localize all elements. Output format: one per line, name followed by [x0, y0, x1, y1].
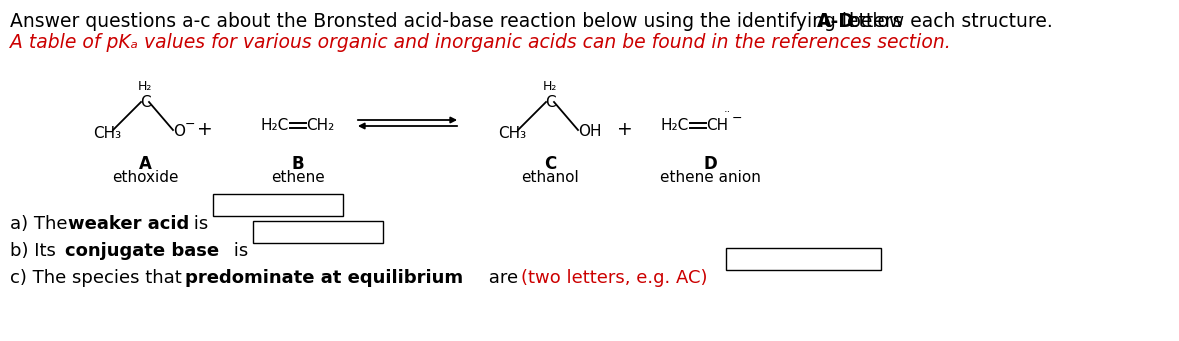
Text: below each structure.: below each structure.	[843, 12, 1053, 31]
Text: OH: OH	[578, 124, 601, 139]
Text: H₂C: H₂C	[261, 118, 288, 133]
Text: ethoxide: ethoxide	[112, 170, 178, 185]
Bar	[726, 248, 881, 270]
Text: −: −	[732, 112, 743, 125]
Bar	[213, 194, 343, 216]
Text: ethene anion: ethene anion	[659, 170, 760, 185]
Text: c) The species that: c) The species that	[9, 269, 187, 287]
Bar	[253, 221, 383, 243]
Text: is: is	[187, 215, 209, 233]
Text: A-D: A-D	[817, 12, 855, 31]
Text: a) The: a) The	[9, 215, 73, 233]
Text: CH₂: CH₂	[307, 118, 335, 133]
Text: O: O	[173, 124, 185, 139]
Text: ethanol: ethanol	[521, 170, 579, 185]
Text: weaker acid: weaker acid	[68, 215, 190, 233]
Text: D: D	[703, 155, 717, 173]
Text: conjugate base: conjugate base	[65, 242, 219, 260]
Text: B: B	[291, 155, 304, 173]
Text: predominate at equilibrium: predominate at equilibrium	[185, 269, 463, 287]
Text: H₂: H₂	[138, 80, 152, 93]
Text: +: +	[197, 120, 213, 139]
Text: ··: ··	[724, 107, 731, 117]
Text: H₂C: H₂C	[660, 118, 689, 133]
Text: CH: CH	[706, 118, 729, 133]
Text: (two letters, e.g. AC): (two letters, e.g. AC)	[521, 269, 707, 287]
Text: H₂: H₂	[542, 80, 558, 93]
Text: C: C	[139, 95, 150, 110]
Text: A table of pKₐ values for various organic and inorganic acids can be found in th: A table of pKₐ values for various organi…	[9, 33, 950, 52]
Text: CH₃: CH₃	[498, 126, 526, 141]
Text: −: −	[185, 118, 196, 131]
Text: A: A	[139, 155, 151, 173]
Text: is: is	[228, 242, 249, 260]
Text: b) Its: b) Its	[9, 242, 61, 260]
Text: C: C	[545, 95, 555, 110]
Text: Answer questions a-c about the Bronsted acid-base reaction below using the ident: Answer questions a-c about the Bronsted …	[9, 12, 909, 31]
Text: C: C	[544, 155, 556, 173]
Text: ethene: ethene	[271, 170, 325, 185]
Text: CH₃: CH₃	[93, 126, 121, 141]
Text: +: +	[617, 120, 633, 139]
Text: are: are	[483, 269, 523, 287]
